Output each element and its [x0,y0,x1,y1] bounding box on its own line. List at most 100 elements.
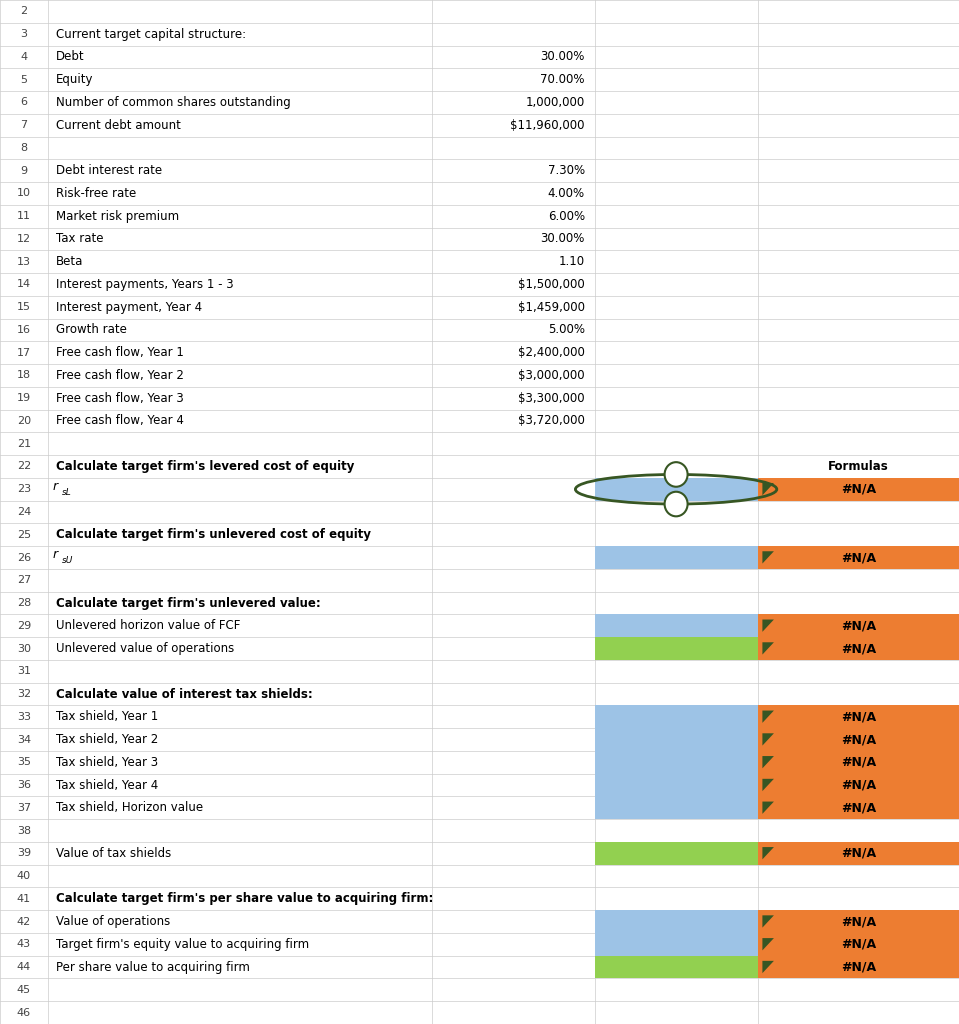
Bar [758,478,959,501]
Text: #N/A: #N/A [841,620,876,632]
Text: Per share value to acquiring firm: Per share value to acquiring firm [56,961,249,974]
Polygon shape [762,642,774,654]
Polygon shape [762,483,774,496]
Text: $3,720,000: $3,720,000 [518,415,585,427]
Text: Debt interest rate: Debt interest rate [56,164,162,177]
Bar [758,797,959,819]
Polygon shape [762,733,774,745]
Bar [758,933,959,955]
Polygon shape [762,620,774,632]
Text: Calculate target firm's unlevered cost of equity: Calculate target firm's unlevered cost o… [56,528,370,542]
Text: 31: 31 [17,667,31,676]
Bar [595,933,758,955]
Text: 41: 41 [17,894,31,904]
Text: sL: sL [62,487,72,497]
Text: #N/A: #N/A [841,778,876,792]
Polygon shape [762,915,774,928]
Text: Calculate target firm's unlevered value:: Calculate target firm's unlevered value: [56,597,320,609]
Text: Formulas: Formulas [828,460,889,473]
Text: 8: 8 [20,143,28,153]
Text: Debt: Debt [56,50,84,63]
Text: 21: 21 [17,438,31,449]
Text: $1,459,000: $1,459,000 [518,301,585,313]
Text: #N/A: #N/A [841,733,876,746]
Bar [758,728,959,751]
Bar [758,546,959,569]
Bar [758,774,959,797]
Text: 1,000,000: 1,000,000 [526,96,585,109]
Text: Value of tax shields: Value of tax shields [56,847,171,860]
Text: 44: 44 [17,963,31,972]
Text: $3,300,000: $3,300,000 [519,392,585,404]
Text: 26: 26 [17,553,31,562]
Text: 13: 13 [17,257,31,266]
Text: Interest payment, Year 4: Interest payment, Year 4 [56,301,201,313]
Text: Risk-free rate: Risk-free rate [56,187,136,200]
Text: #N/A: #N/A [841,915,876,928]
Bar [595,478,758,501]
Text: 28: 28 [17,598,31,608]
Text: 4.00%: 4.00% [548,187,585,200]
Text: 45: 45 [17,985,31,995]
Text: 40: 40 [17,871,31,881]
Polygon shape [762,961,774,973]
Text: 14: 14 [17,280,31,290]
Bar [595,637,758,659]
Bar [758,637,959,659]
Text: Calculate target firm's levered cost of equity: Calculate target firm's levered cost of … [56,460,354,473]
Text: Value of operations: Value of operations [56,915,170,928]
Text: Calculate value of interest tax shields:: Calculate value of interest tax shields: [56,687,313,700]
Text: Unlevered horizon value of FCF: Unlevered horizon value of FCF [56,620,240,632]
Text: Current debt amount: Current debt amount [56,119,180,132]
Bar [595,751,758,774]
Bar [758,706,959,728]
Text: Free cash flow, Year 2: Free cash flow, Year 2 [56,369,183,382]
Text: 11: 11 [17,211,31,221]
Text: $11,960,000: $11,960,000 [510,119,585,132]
Text: 29: 29 [17,621,31,631]
Text: Tax shield, Year 4: Tax shield, Year 4 [56,778,158,792]
Text: 39: 39 [17,848,31,858]
Text: Growth rate: Growth rate [56,324,127,337]
Text: #N/A: #N/A [841,711,876,723]
Text: #N/A: #N/A [841,756,876,769]
Bar [595,706,758,728]
Circle shape [665,492,688,516]
Bar [595,728,758,751]
Text: Free cash flow, Year 1: Free cash flow, Year 1 [56,346,183,359]
Text: Free cash flow, Year 3: Free cash flow, Year 3 [56,392,183,404]
Text: 33: 33 [17,712,31,722]
Bar [595,797,758,819]
Text: #N/A: #N/A [841,961,876,974]
Text: 34: 34 [17,734,31,744]
Text: #N/A: #N/A [841,802,876,814]
Polygon shape [762,847,774,859]
Text: 70.00%: 70.00% [541,73,585,86]
Text: r: r [53,479,58,493]
Text: $2,400,000: $2,400,000 [518,346,585,359]
Polygon shape [762,802,774,814]
Text: $1,500,000: $1,500,000 [518,278,585,291]
Text: Beta: Beta [56,255,83,268]
Text: 10: 10 [17,188,31,199]
Bar [595,774,758,797]
Text: Tax rate: Tax rate [56,232,104,246]
Text: 32: 32 [17,689,31,699]
Text: Tax shield, Year 3: Tax shield, Year 3 [56,756,157,769]
Text: 17: 17 [17,348,31,357]
Text: 6.00%: 6.00% [548,210,585,222]
Text: 38: 38 [17,825,31,836]
Text: 2: 2 [20,6,28,16]
Text: #N/A: #N/A [841,482,876,496]
Text: 30.00%: 30.00% [541,50,585,63]
Text: Number of common shares outstanding: Number of common shares outstanding [56,96,291,109]
Bar [595,614,758,637]
Bar [758,614,959,637]
Text: Market risk premium: Market risk premium [56,210,178,222]
Polygon shape [762,938,774,950]
Text: #N/A: #N/A [841,938,876,951]
Text: Target firm's equity value to acquiring firm: Target firm's equity value to acquiring … [56,938,309,951]
Text: 27: 27 [17,575,31,586]
Polygon shape [762,711,774,723]
Text: 7: 7 [20,120,28,130]
